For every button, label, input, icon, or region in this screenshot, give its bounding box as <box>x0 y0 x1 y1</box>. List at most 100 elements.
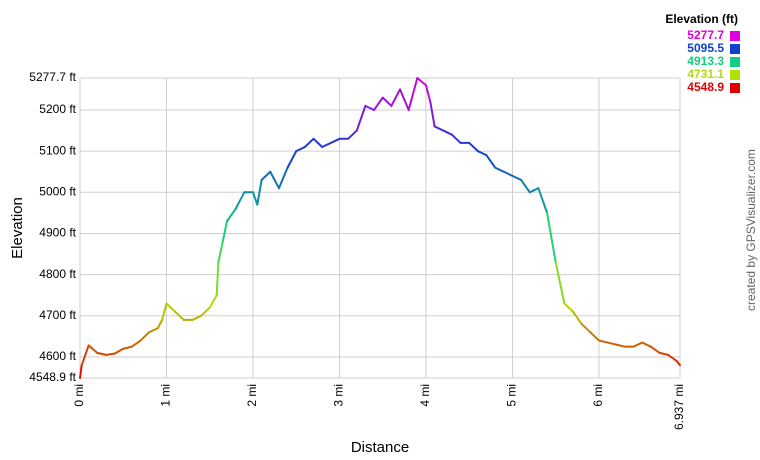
elevation-segment <box>554 261 566 305</box>
elevation-segment <box>641 341 652 348</box>
elevation-segment <box>161 302 168 321</box>
x-tick-label: 6 mi <box>591 384 605 407</box>
x-tick-label: 4 mi <box>418 384 432 407</box>
elevation-segment <box>122 345 133 350</box>
elevation-segment <box>329 137 341 144</box>
elevation-segment <box>433 125 445 132</box>
elevation-segment <box>381 96 393 107</box>
elevation-segment <box>251 191 259 206</box>
elevation-segment <box>139 331 151 342</box>
elevation-segment <box>537 187 549 214</box>
legend-swatch <box>730 44 740 54</box>
y-tick-label: 5277.7 ft <box>29 70 76 84</box>
elevation-segment <box>442 129 453 136</box>
elevation-segment <box>165 302 177 313</box>
elevation-segment <box>675 360 681 367</box>
elevation-segment <box>260 170 272 181</box>
elevation-segment <box>416 77 427 87</box>
legend-swatch <box>730 70 740 80</box>
elevation-segment <box>528 187 540 194</box>
elevation-segment <box>215 261 220 297</box>
elevation-segment <box>589 331 600 342</box>
elevation-segment <box>649 345 661 354</box>
elevation-segment <box>148 327 159 334</box>
elevation-segment <box>286 150 298 169</box>
elevation-segment <box>667 353 678 363</box>
x-tick-label: 1 mi <box>159 384 173 407</box>
elevation-segment <box>520 178 531 194</box>
legend-value: 4548.9 <box>687 80 724 94</box>
legend-title: Elevation (ft) <box>665 12 738 26</box>
elevation-segment <box>96 351 107 356</box>
elevation-segment <box>234 191 246 210</box>
elevation-segment <box>373 96 384 111</box>
legend-value: 4913.3 <box>687 54 724 68</box>
elevation-segment <box>191 314 203 321</box>
elevation-segment <box>295 146 306 153</box>
legend-value: 4731.1 <box>687 67 724 81</box>
legend-swatch <box>730 31 740 41</box>
credit: created by GPSVisualizer.com <box>744 149 758 311</box>
elevation-segment <box>615 343 626 348</box>
y-tick-label: 4548.9 ft <box>29 370 76 384</box>
y-tick-label: 4600 ft <box>39 349 76 363</box>
elevation-segment <box>277 166 289 190</box>
elevation-segment <box>572 310 583 326</box>
y-tick-label: 4800 ft <box>39 267 76 281</box>
elevation-segment <box>347 129 358 140</box>
y-tick-label: 5100 ft <box>39 143 76 157</box>
y-tick-label: 4700 ft <box>39 308 76 322</box>
elevation-segment <box>79 364 83 379</box>
x-axis-title: Distance <box>351 439 409 456</box>
elevation-segment <box>580 323 592 334</box>
elevation-segment <box>312 137 324 149</box>
x-tick-label: 6.937 mi <box>672 384 686 430</box>
elevation-segment <box>321 141 332 149</box>
elevation-segment <box>424 84 432 103</box>
elevation-segment <box>399 88 410 111</box>
legend-swatch <box>730 83 740 93</box>
elevation-segment <box>429 100 436 128</box>
elevation-segment <box>407 77 419 111</box>
y-tick-label: 5200 ft <box>39 102 76 116</box>
elevation-segment <box>355 104 367 132</box>
elevation-segment <box>468 141 479 153</box>
elevation-segment <box>226 207 237 223</box>
elevation-segment <box>303 137 315 149</box>
y-tick-label: 5000 ft <box>39 184 76 198</box>
elevation-segment <box>174 310 185 321</box>
elevation-segment <box>156 318 164 330</box>
elevation-segment <box>200 306 211 317</box>
elevation-segment <box>390 88 402 107</box>
x-tick-label: 5 mi <box>505 384 519 407</box>
x-tick-label: 3 mi <box>332 384 346 407</box>
elevation-segment <box>130 339 142 348</box>
elevation-segment <box>113 347 125 355</box>
elevation-segment <box>632 341 644 348</box>
elevation-segment <box>502 170 514 177</box>
elevation-segment <box>563 302 575 313</box>
elevation-segment <box>450 133 462 144</box>
elevation-segment <box>80 344 90 367</box>
legend-swatch <box>730 57 740 67</box>
elevation-segment <box>256 178 263 206</box>
elevation-segment <box>104 352 116 356</box>
elevation-segment <box>269 170 280 190</box>
elevation-segment <box>606 341 618 346</box>
x-tick-label: 0 mi <box>72 384 86 407</box>
elevation-segment <box>217 240 224 264</box>
legend-value: 5277.7 <box>687 28 724 42</box>
elevation-segment <box>597 339 609 344</box>
elevation-segment <box>476 150 488 157</box>
x-tick-label: 2 mi <box>245 384 259 407</box>
elevation-segment <box>221 220 229 243</box>
elevation-segment <box>87 344 99 354</box>
y-tick-label: 4900 ft <box>39 226 76 240</box>
elevation-segment <box>208 294 218 309</box>
elevation-segment <box>364 104 376 111</box>
elevation-segment <box>485 154 497 169</box>
legend-value: 5095.5 <box>687 41 724 55</box>
elevation-segment <box>511 174 523 181</box>
